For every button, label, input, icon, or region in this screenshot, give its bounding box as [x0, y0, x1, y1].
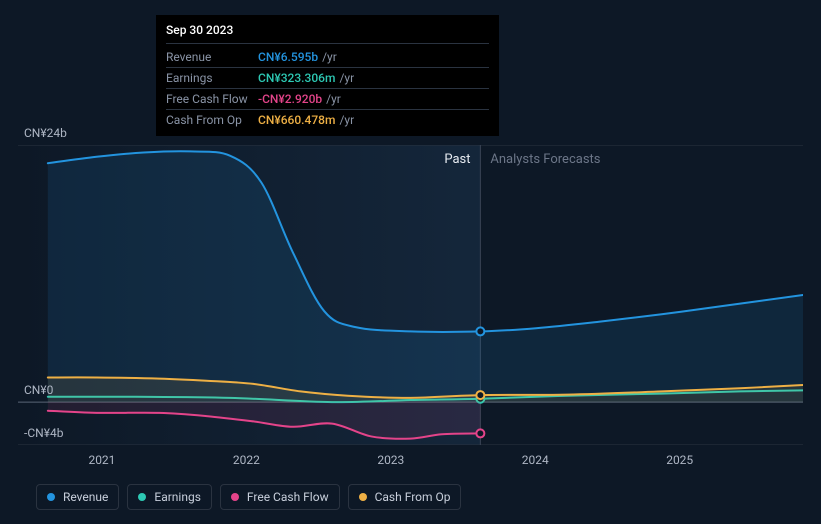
legend: Revenue Earnings Free Cash Flow Cash From O… — [36, 484, 461, 510]
y-axis-label: CN¥0 — [24, 383, 53, 397]
legend-item-cash-from-op[interactable]: Cash From Op — [348, 484, 462, 510]
tooltip-row-unit: /yr — [322, 50, 337, 64]
x-axis: 2021 2022 2023 2024 2025 — [36, 453, 785, 469]
tooltip-row: EarningsCN¥323.306m/yr — [166, 68, 489, 89]
legend-label: Earnings — [154, 490, 201, 504]
marker-cash-from-op — [476, 391, 484, 399]
tooltip-row-label: Free Cash Flow — [166, 92, 258, 106]
y-axis-label: CN¥24b — [24, 126, 67, 140]
legend-item-earnings[interactable]: Earnings — [127, 484, 212, 510]
marker-revenue — [476, 327, 484, 335]
tooltip-row-unit: /yr — [339, 71, 354, 85]
tooltip-row: Cash From OpCN¥660.478m/yr — [166, 110, 489, 130]
legend-label: Revenue — [63, 490, 108, 504]
chart-svg — [18, 145, 803, 445]
legend-item-revenue[interactable]: Revenue — [36, 484, 119, 510]
tooltip-row-value: CN¥660.478m — [258, 113, 335, 127]
tooltip-row: Free Cash Flow-CN¥2.920b/yr — [166, 89, 489, 110]
tooltip-row-value: CN¥6.595b — [258, 50, 318, 64]
tooltip-date: Sep 30 2023 — [166, 23, 489, 44]
x-axis-label: 2021 — [88, 453, 115, 467]
x-axis-label: 2022 — [233, 453, 260, 467]
tooltip-row-unit: /yr — [339, 113, 354, 127]
tooltip-row-label: Cash From Op — [166, 113, 258, 127]
legend-label: Cash From Op — [375, 490, 451, 504]
forecast-label: Analysts Forecasts — [490, 152, 600, 167]
tooltip: Sep 30 2023 RevenueCN¥6.595b/yrEarningsC… — [156, 15, 499, 136]
x-axis-label: 2023 — [377, 453, 404, 467]
legend-dot-icon — [138, 493, 146, 501]
tooltip-row-unit: /yr — [326, 92, 341, 106]
marker-free-cash-flow — [476, 429, 484, 437]
tooltip-row: RevenueCN¥6.595b/yr — [166, 47, 489, 68]
tooltip-row-value: CN¥323.306m — [258, 71, 335, 85]
legend-dot-icon — [231, 493, 239, 501]
legend-item-free-cash-flow[interactable]: Free Cash Flow — [220, 484, 340, 510]
y-axis-label: -CN¥4b — [24, 426, 63, 440]
legend-dot-icon — [359, 493, 367, 501]
tooltip-row-label: Earnings — [166, 71, 258, 85]
x-axis-label: 2024 — [522, 453, 549, 467]
x-axis-label: 2025 — [666, 453, 693, 467]
chart-container: Sep 30 2023 RevenueCN¥6.595b/yrEarningsC… — [18, 0, 803, 524]
tooltip-row-value: -CN¥2.920b — [258, 92, 322, 106]
legend-label: Free Cash Flow — [247, 490, 329, 504]
legend-dot-icon — [47, 493, 55, 501]
past-label: Past — [444, 152, 470, 167]
tooltip-row-label: Revenue — [166, 50, 258, 64]
chart-area[interactable]: CN¥24bCN¥0-CN¥4b — [18, 145, 803, 445]
